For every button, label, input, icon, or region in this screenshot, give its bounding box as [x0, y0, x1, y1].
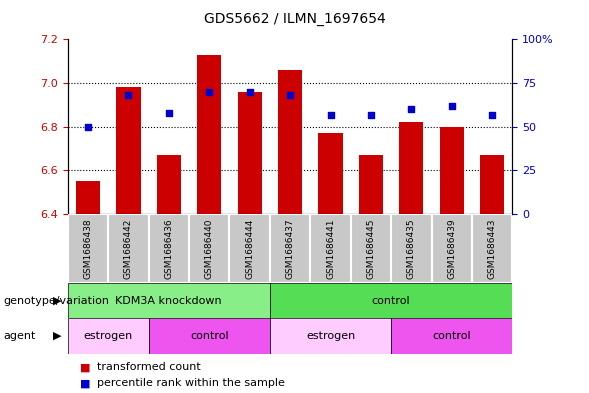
Text: ■: ■: [80, 378, 90, 388]
Text: GSM1686437: GSM1686437: [286, 218, 294, 279]
Text: GSM1686439: GSM1686439: [447, 218, 456, 279]
Point: [285, 92, 294, 98]
Bar: [432, 214, 472, 283]
Point: [406, 106, 416, 112]
Point: [164, 110, 174, 116]
Text: GSM1686440: GSM1686440: [205, 219, 214, 279]
Point: [124, 92, 133, 98]
Point: [447, 103, 456, 109]
Bar: [148, 318, 270, 354]
Bar: [391, 214, 432, 283]
Text: percentile rank within the sample: percentile rank within the sample: [97, 378, 285, 388]
Bar: [270, 283, 512, 318]
Bar: [359, 155, 383, 214]
Bar: [68, 283, 270, 318]
Text: estrogen: estrogen: [84, 331, 133, 341]
Text: ▶: ▶: [54, 296, 62, 306]
Text: ▶: ▶: [54, 331, 62, 341]
Point: [204, 88, 214, 95]
Point: [366, 111, 376, 118]
Bar: [480, 155, 504, 214]
Bar: [270, 318, 391, 354]
Point: [83, 123, 92, 130]
Text: KDM3A knockdown: KDM3A knockdown: [115, 296, 222, 306]
Text: GSM1686438: GSM1686438: [84, 218, 92, 279]
Bar: [472, 214, 512, 283]
Text: GSM1686443: GSM1686443: [488, 219, 497, 279]
Bar: [270, 214, 310, 283]
Text: control: control: [432, 331, 471, 341]
Bar: [237, 92, 262, 214]
Text: GSM1686436: GSM1686436: [164, 218, 173, 279]
Text: GSM1686435: GSM1686435: [407, 218, 416, 279]
Text: ■: ■: [80, 362, 90, 373]
Text: control: control: [190, 331, 229, 341]
Bar: [230, 214, 270, 283]
Bar: [189, 214, 230, 283]
Bar: [350, 214, 391, 283]
Text: agent: agent: [3, 331, 35, 341]
Text: control: control: [372, 296, 411, 306]
Point: [245, 88, 254, 95]
Bar: [278, 70, 302, 214]
Point: [326, 111, 335, 118]
Bar: [68, 214, 108, 283]
Bar: [148, 214, 189, 283]
Bar: [391, 318, 512, 354]
Bar: [108, 214, 148, 283]
Text: GSM1686442: GSM1686442: [124, 219, 133, 279]
Bar: [76, 182, 100, 214]
Text: GSM1686444: GSM1686444: [245, 219, 254, 279]
Text: GDS5662 / ILMN_1697654: GDS5662 / ILMN_1697654: [204, 12, 385, 26]
Text: GSM1686441: GSM1686441: [326, 219, 335, 279]
Text: GSM1686445: GSM1686445: [366, 219, 375, 279]
Text: transformed count: transformed count: [97, 362, 201, 373]
Text: genotype/variation: genotype/variation: [3, 296, 109, 306]
Bar: [116, 87, 141, 214]
Bar: [319, 133, 343, 214]
Bar: [157, 155, 181, 214]
Point: [488, 111, 497, 118]
Bar: [197, 55, 221, 214]
Bar: [439, 127, 464, 214]
Text: estrogen: estrogen: [306, 331, 355, 341]
Bar: [310, 214, 350, 283]
Bar: [399, 122, 423, 214]
Bar: [68, 318, 148, 354]
